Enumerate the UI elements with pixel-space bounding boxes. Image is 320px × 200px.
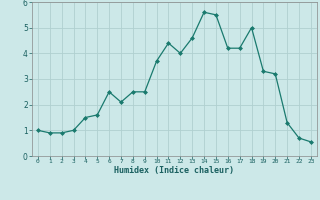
X-axis label: Humidex (Indice chaleur): Humidex (Indice chaleur) <box>115 166 234 175</box>
